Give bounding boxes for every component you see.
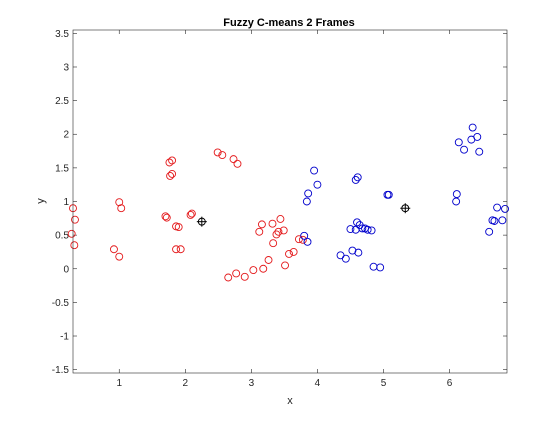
- data-point-cluster-1: [174, 223, 183, 232]
- data-point-cluster-1: [224, 273, 233, 282]
- data-point-cluster-1: [257, 220, 266, 229]
- data-point-cluster-1: [186, 211, 195, 219]
- data-point-cluster-1: [281, 261, 289, 270]
- data-point-cluster-1: [276, 215, 285, 223]
- data-point-cluster-2: [384, 190, 393, 199]
- data-point-cluster-1: [161, 212, 170, 221]
- data-point-cluster-1: [172, 245, 181, 254]
- data-point-cluster-2: [310, 166, 319, 175]
- y-tick-label: 1.5: [55, 163, 69, 174]
- data-point-cluster-1: [187, 209, 196, 218]
- data-point-cluster-1: [162, 213, 171, 222]
- data-point-cluster-1: [168, 169, 177, 178]
- data-point-cluster-2: [501, 204, 509, 213]
- data-point-cluster-2: [341, 254, 350, 263]
- data-point-cluster-2: [302, 197, 311, 206]
- data-point-cluster-1: [176, 245, 185, 254]
- y-tick-label: 2: [63, 130, 69, 141]
- x-axis-label: x: [287, 395, 293, 407]
- data-point-cluster-1: [115, 252, 124, 261]
- data-point-cluster-1: [166, 171, 175, 180]
- y-tick-label: 3: [63, 62, 69, 73]
- data-point-cluster-2: [367, 226, 376, 235]
- data-point-cluster-1: [233, 159, 242, 168]
- data-point-cluster-2: [473, 132, 482, 141]
- data-point-cluster-1: [264, 256, 273, 264]
- data-point-cluster-1: [259, 264, 268, 273]
- data-point-cluster-1: [110, 245, 118, 254]
- axis-ticks: 1 2 3 4 5 6 -1.5 -1 -0.5 0 0.5 1 1.5 2 2.5 3 3.5: [52, 29, 507, 389]
- y-tick-label: -0.5: [52, 298, 70, 309]
- data-point-cluster-1: [229, 155, 238, 164]
- axes-box: [72, 29, 508, 374]
- data-point-cluster-2: [490, 217, 499, 225]
- data-point-cluster-2: [454, 138, 463, 147]
- data-point-cluster-2: [363, 225, 372, 234]
- axes-background: [73, 30, 507, 373]
- data-point-cluster-1: [232, 269, 241, 278]
- data-point-cluster-2: [351, 176, 360, 184]
- data-point-cluster-1: [268, 219, 277, 228]
- data-point-cluster-1: [213, 148, 222, 157]
- data-point-cluster-2: [452, 197, 461, 206]
- data-point-cluster-2: [475, 147, 484, 156]
- data-point-cluster-2: [498, 216, 507, 225]
- data-point-cluster-2: [348, 246, 357, 255]
- x-tick-label: 4: [315, 378, 321, 389]
- chart-title: Fuzzy C-means 2 Frames: [223, 17, 354, 29]
- data-markers: [67, 123, 509, 282]
- y-tick-label: -1.5: [52, 365, 70, 376]
- y-tick-label: 2.5: [55, 96, 69, 107]
- x-tick-label: 5: [381, 378, 387, 389]
- data-point-cluster-1: [249, 266, 258, 275]
- x-tick-label: 2: [183, 378, 189, 389]
- data-point-cluster-2: [452, 190, 461, 199]
- data-point-cluster-2: [300, 231, 309, 240]
- data-point-cluster-2: [468, 123, 477, 132]
- x-tick-label: 6: [447, 378, 453, 389]
- y-tick-label: 1: [63, 197, 69, 208]
- data-point-cluster-1: [285, 250, 293, 258]
- data-point-cluster-1: [67, 229, 76, 238]
- data-point-cluster-1: [269, 239, 278, 248]
- data-point-cluster-2: [493, 203, 502, 212]
- data-point-cluster-1: [274, 227, 283, 236]
- data-point-cluster-1: [272, 230, 281, 239]
- data-point-cluster-2: [358, 224, 367, 233]
- y-tick-label: 0: [63, 264, 69, 275]
- y-tick-label: 0.5: [55, 231, 69, 242]
- data-point-cluster-2: [304, 189, 313, 198]
- y-tick-label: -1: [60, 332, 69, 343]
- data-point-cluster-2: [354, 248, 363, 257]
- data-point-cluster-1: [255, 227, 264, 236]
- data-point-cluster-1: [70, 241, 79, 250]
- data-point-cluster-1: [298, 235, 307, 244]
- data-point-cluster-1: [279, 226, 288, 235]
- data-point-cluster-1: [165, 158, 174, 167]
- data-point-cluster-1: [289, 247, 298, 256]
- y-tick-label: 3.5: [55, 29, 69, 40]
- data-point-cluster-1: [218, 151, 227, 160]
- data-point-cluster-2: [353, 218, 361, 227]
- data-point-cluster-2: [303, 237, 312, 246]
- y-axis-label: y: [35, 198, 47, 204]
- data-point-cluster-2: [376, 263, 385, 272]
- data-point-cluster-1: [240, 272, 249, 281]
- data-point-cluster-2: [313, 180, 322, 189]
- data-point-cluster-2: [353, 173, 362, 182]
- data-point-cluster-1: [168, 156, 177, 165]
- x-tick-label: 3: [249, 378, 255, 389]
- x-tick-label: 1: [116, 378, 122, 389]
- data-point-cluster-2: [485, 227, 494, 236]
- data-point-cluster-1: [71, 215, 79, 224]
- data-point-cluster-2: [346, 225, 355, 234]
- data-point-cluster-2: [460, 145, 469, 154]
- data-point-cluster-1: [117, 204, 126, 213]
